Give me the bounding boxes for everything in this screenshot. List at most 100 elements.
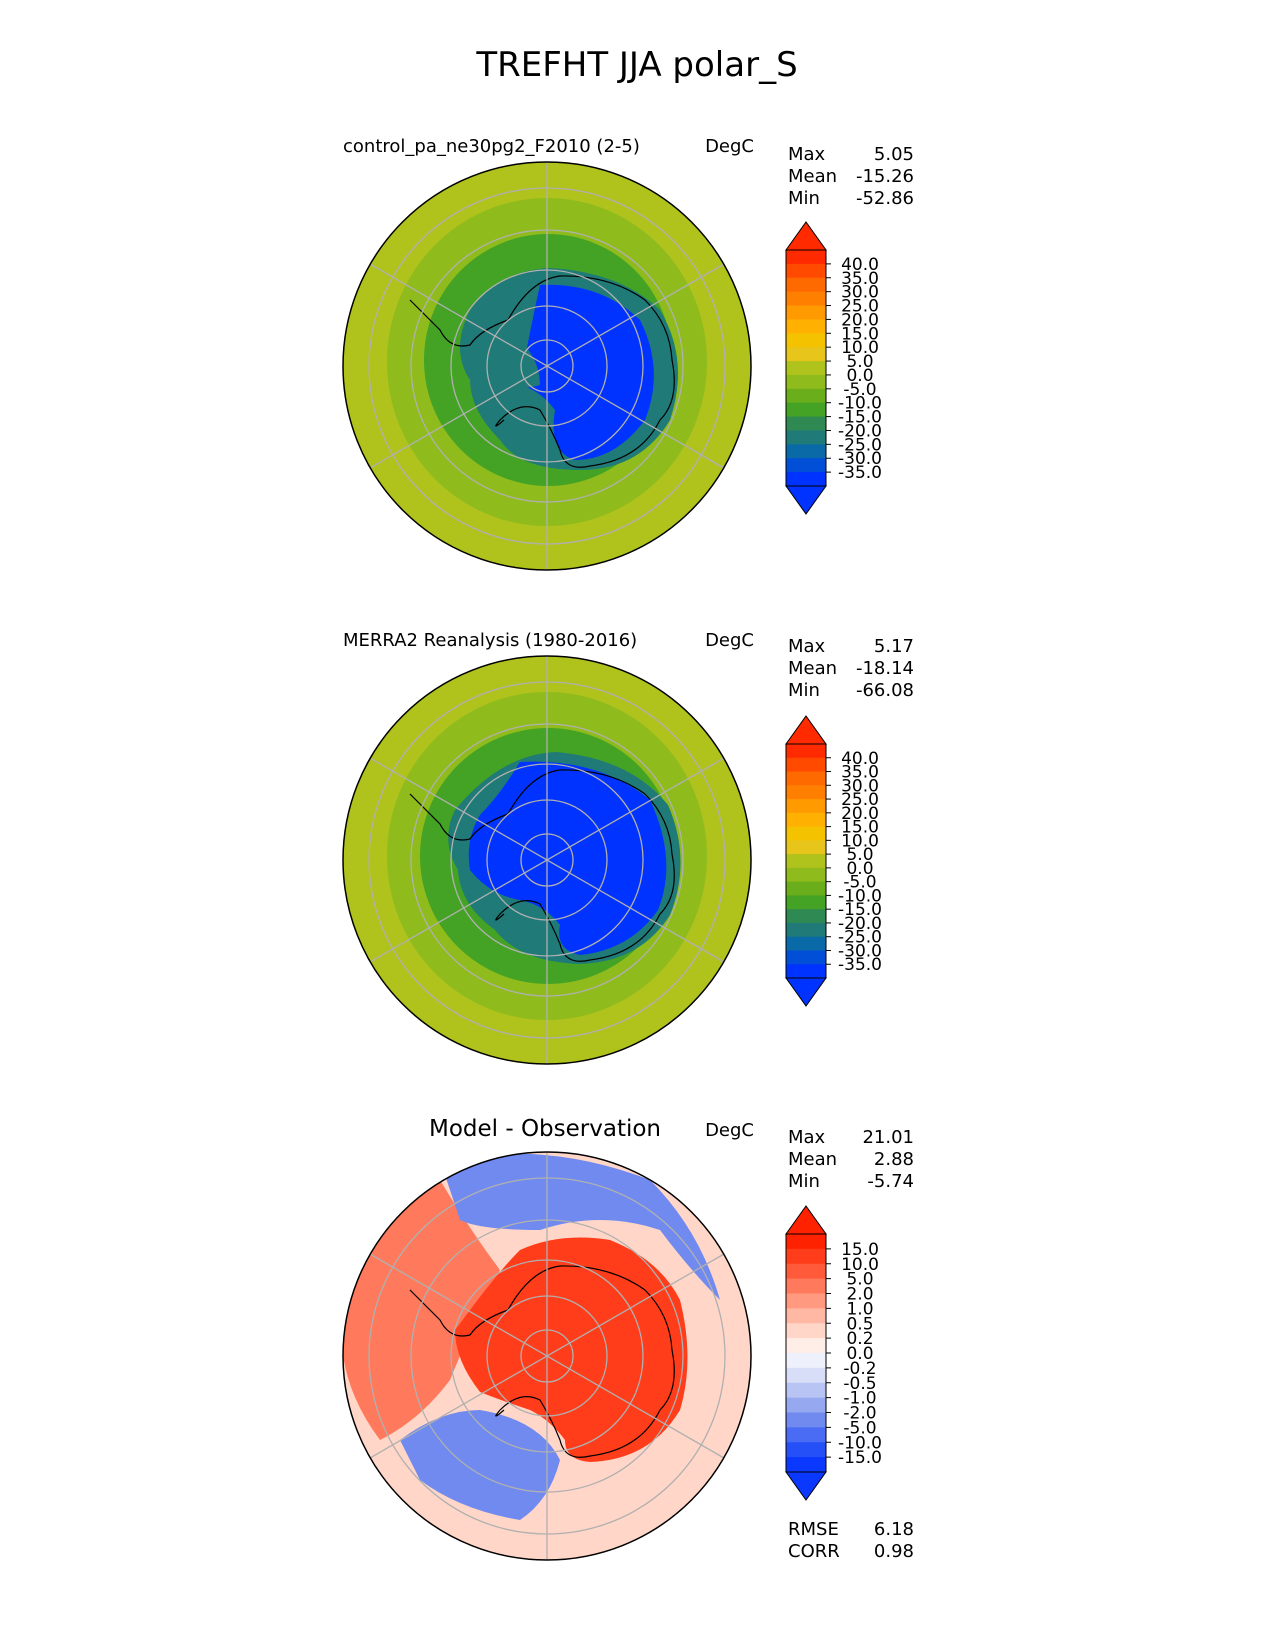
stat-max-label: Max [788,636,826,657]
colorbar-bin [786,799,826,814]
colorbar-tick-label: -30.0 [838,449,882,469]
colorbar-tick-label: -15.0 [838,1448,882,1468]
colorbar-tick-label: 10.0 [841,338,879,358]
map-border [342,161,752,571]
colorbar-bin [786,964,826,979]
colorbar-tick-label: 0.0 [846,366,873,386]
colorbar-bin [786,1323,826,1339]
colorbar-tick-label: -10.0 [838,1433,882,1453]
panel-reference: MERRA2 Reanalysis (1980-2016) DegC Max 5… [342,630,914,1065]
colorbar-bin [786,291,826,307]
region-east-antarctica [520,284,654,460]
colorbar-tick-label: 15.0 [841,818,879,838]
region-east-antarctica [468,761,667,955]
colorbar-bin [786,785,826,800]
colorbar-tick-label: -30.0 [838,941,882,961]
metric-rmse-value: 6.18 [874,1519,914,1540]
colorbar-bin [786,263,826,279]
colorbar-tick-label: -25.0 [838,435,882,455]
colorbar: 40.035.030.025.020.015.010.05.00.0-5.0-1… [785,221,882,515]
colorbar-tick-label: -35.0 [838,955,882,975]
colorbar-lower-extend [785,1471,827,1501]
stat-mean-label: Mean [788,658,837,679]
colorbar-bin [786,936,826,951]
colorbar-bin [786,374,826,390]
colorbar-tick-label: 0.2 [846,1329,873,1349]
colorbar-tick-label: 10.0 [841,1255,879,1275]
graticule [368,656,726,1064]
colorbar-bin [786,388,826,404]
colorbar-bin [786,1427,826,1443]
colorbar-bin [786,1382,826,1399]
coastline [409,769,675,962]
colorbar-tick-label: 5.0 [846,352,873,372]
colorbar-tick-label: 20.0 [841,310,879,330]
colorbar-bin [786,867,826,883]
stat-mean-value: 2.88 [874,1149,914,1170]
stat-max-value: 21.01 [862,1127,914,1148]
region-weddell-pacific-ocean [343,1180,500,1440]
colorbar-bin [786,771,826,786]
polar-map [343,162,751,570]
units-label: DegC [705,630,754,651]
colorbar-tick-label: 25.0 [841,790,879,810]
colorbar-bin [786,1278,826,1294]
colorbar-bin [786,1338,826,1354]
colorbar-tick-label: 30.0 [841,776,879,796]
colorbar-bin [786,840,826,855]
colorbar-tick-label: 0.0 [846,1344,873,1364]
stat-mean-value: -15.26 [856,166,914,187]
graticule [368,162,726,570]
colorbar-bin [786,1248,826,1265]
colorbar-tick-label: -5.0 [843,1418,876,1438]
colorbar-bin [786,1397,826,1413]
units-label: DegC [705,1120,754,1141]
colorbar-tick-label: -1.0 [843,1389,876,1409]
colorbar-bin [786,472,826,487]
colorbar-tick-label: 30.0 [841,283,879,303]
colorbar-bin [786,881,826,896]
colorbar-bin [786,895,826,910]
stat-min-value: -52.86 [856,188,914,209]
colorbar-bin [786,1263,826,1280]
colorbar-bin [786,430,826,445]
colorbar-tick-label: 15.0 [841,1240,879,1260]
colorbar-tick-label: 25.0 [841,297,879,317]
colorbar-bin [786,744,826,759]
colorbar-tick-label: 1.0 [846,1299,873,1319]
colorbar-tick-label: 40.0 [841,749,879,769]
colorbar-tick-label: 0.5 [846,1314,873,1334]
colorbar-tick-label: -35.0 [838,463,882,483]
colorbar-upper-extend [785,715,827,745]
colorbar-bin [786,1457,826,1473]
colorbar-tick-label: -10.0 [838,886,882,906]
colorbar-bin [786,250,826,265]
region-ross-sea [400,1410,560,1520]
stat-mean-label: Mean [788,1149,837,1170]
colorbar-tick-label: 0.0 [846,859,873,879]
coastline [409,275,675,468]
colorbar-bin [786,757,826,773]
stat-mean-label: Mean [788,166,837,187]
colorbar-bin [786,1308,826,1324]
stat-max-label: Max [788,1127,826,1148]
panel-title: MERRA2 Reanalysis (1980-2016) [343,630,637,651]
coastline [409,1265,675,1458]
stat-min-value: -66.08 [856,680,914,701]
metric-corr-label: CORR [788,1541,840,1562]
colorbar-bin [786,909,826,924]
colorbar-bin [786,444,826,459]
colorbar-bin [786,416,826,431]
colorbar-bin [786,277,826,293]
colorbar-upper-extend [785,221,827,251]
colorbar-tick-label: -2.0 [843,1404,876,1424]
region-atlantic-ocean [440,1153,720,1300]
colorbar-bin [786,922,826,938]
map-border [342,655,752,1065]
colorbar-tick-label: 2.0 [846,1285,873,1305]
panel-title: control_pa_ne30pg2_F2010 (2-5) [343,136,640,157]
colorbar-tick-label: 35.0 [841,763,879,783]
colorbar-bin [786,1234,826,1250]
colorbar-tick-label: 20.0 [841,804,879,824]
